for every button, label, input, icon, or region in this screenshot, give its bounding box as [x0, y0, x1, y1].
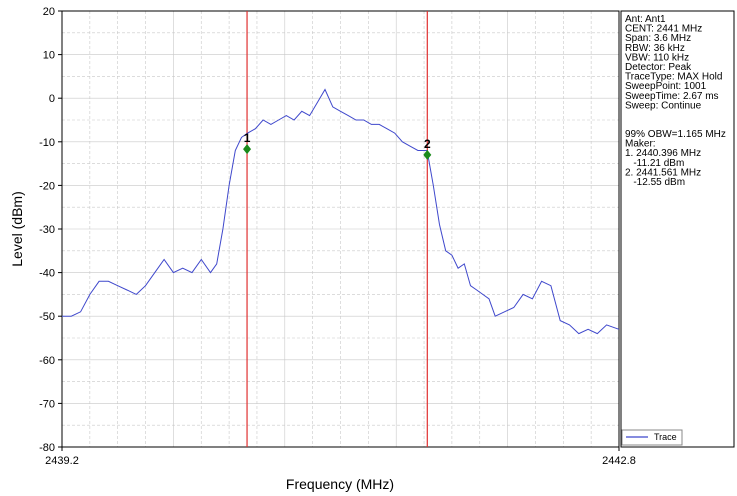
y-tick-label: -30	[39, 224, 55, 236]
y-axis-title: Level (dBm)	[9, 191, 25, 266]
x-axis: 2439.2 2442.8	[45, 447, 636, 467]
x-tick-label: 2439.2	[45, 455, 79, 467]
y-tick-label: -40	[39, 268, 55, 280]
trace-line	[62, 88, 620, 335]
info-line: CENT: 2441 MHz	[625, 24, 702, 35]
y-tick-label: -20	[39, 180, 55, 192]
info-line: Detector: Peak	[625, 62, 692, 73]
info-line: RBW: 36 kHz	[625, 43, 685, 54]
obw-line: 2. 2441.561 MHz	[625, 167, 701, 178]
info-panel	[620, 10, 735, 448]
marker-label: 1	[244, 131, 251, 145]
marker-label: 2	[424, 137, 431, 151]
info-line: Ant: Ant1	[625, 14, 666, 25]
y-tick-label: 10	[43, 50, 55, 62]
obw-line: 1. 2440.396 MHz	[625, 148, 701, 159]
y-tick-label: -60	[39, 355, 55, 367]
y-tick-label: 0	[49, 93, 55, 105]
grid	[62, 11, 619, 447]
legend-label: Trace	[654, 432, 677, 442]
y-tick-label: 20	[43, 6, 55, 18]
marker-point	[243, 144, 252, 155]
y-tick-label: -50	[39, 311, 55, 323]
y-tick-label: -10	[39, 137, 55, 149]
info-line: Span: 3.6 MHz	[625, 33, 691, 44]
x-axis-title: Frequency (MHz)	[286, 476, 394, 492]
info-line: VBW: 110 kHz	[625, 52, 689, 63]
info-line: TraceType: MAX Hold	[625, 72, 722, 83]
obw-line: -11.21 dBm	[625, 158, 684, 169]
y-tick-label: -70	[39, 398, 55, 410]
info-line: SweepTime: 2.67 ms	[625, 91, 719, 102]
marker-lines	[246, 11, 428, 447]
info-line: Sweep: Continue	[625, 100, 702, 111]
obw-line: Maker:	[625, 139, 656, 150]
legend-box	[621, 429, 683, 446]
obw-line: -12.55 dBm	[625, 177, 685, 188]
y-axis: 20 10 0 -10 -20 -30 -40 -50 -60 -70 -80	[39, 6, 62, 454]
x-tick-label: 2442.8	[602, 455, 636, 467]
info-line: SweepPoint: 1001	[625, 81, 707, 92]
obw-line: 99% OBW=1.165 MHz	[625, 129, 726, 140]
marker-point	[423, 149, 432, 160]
y-tick-label: -80	[39, 442, 55, 454]
